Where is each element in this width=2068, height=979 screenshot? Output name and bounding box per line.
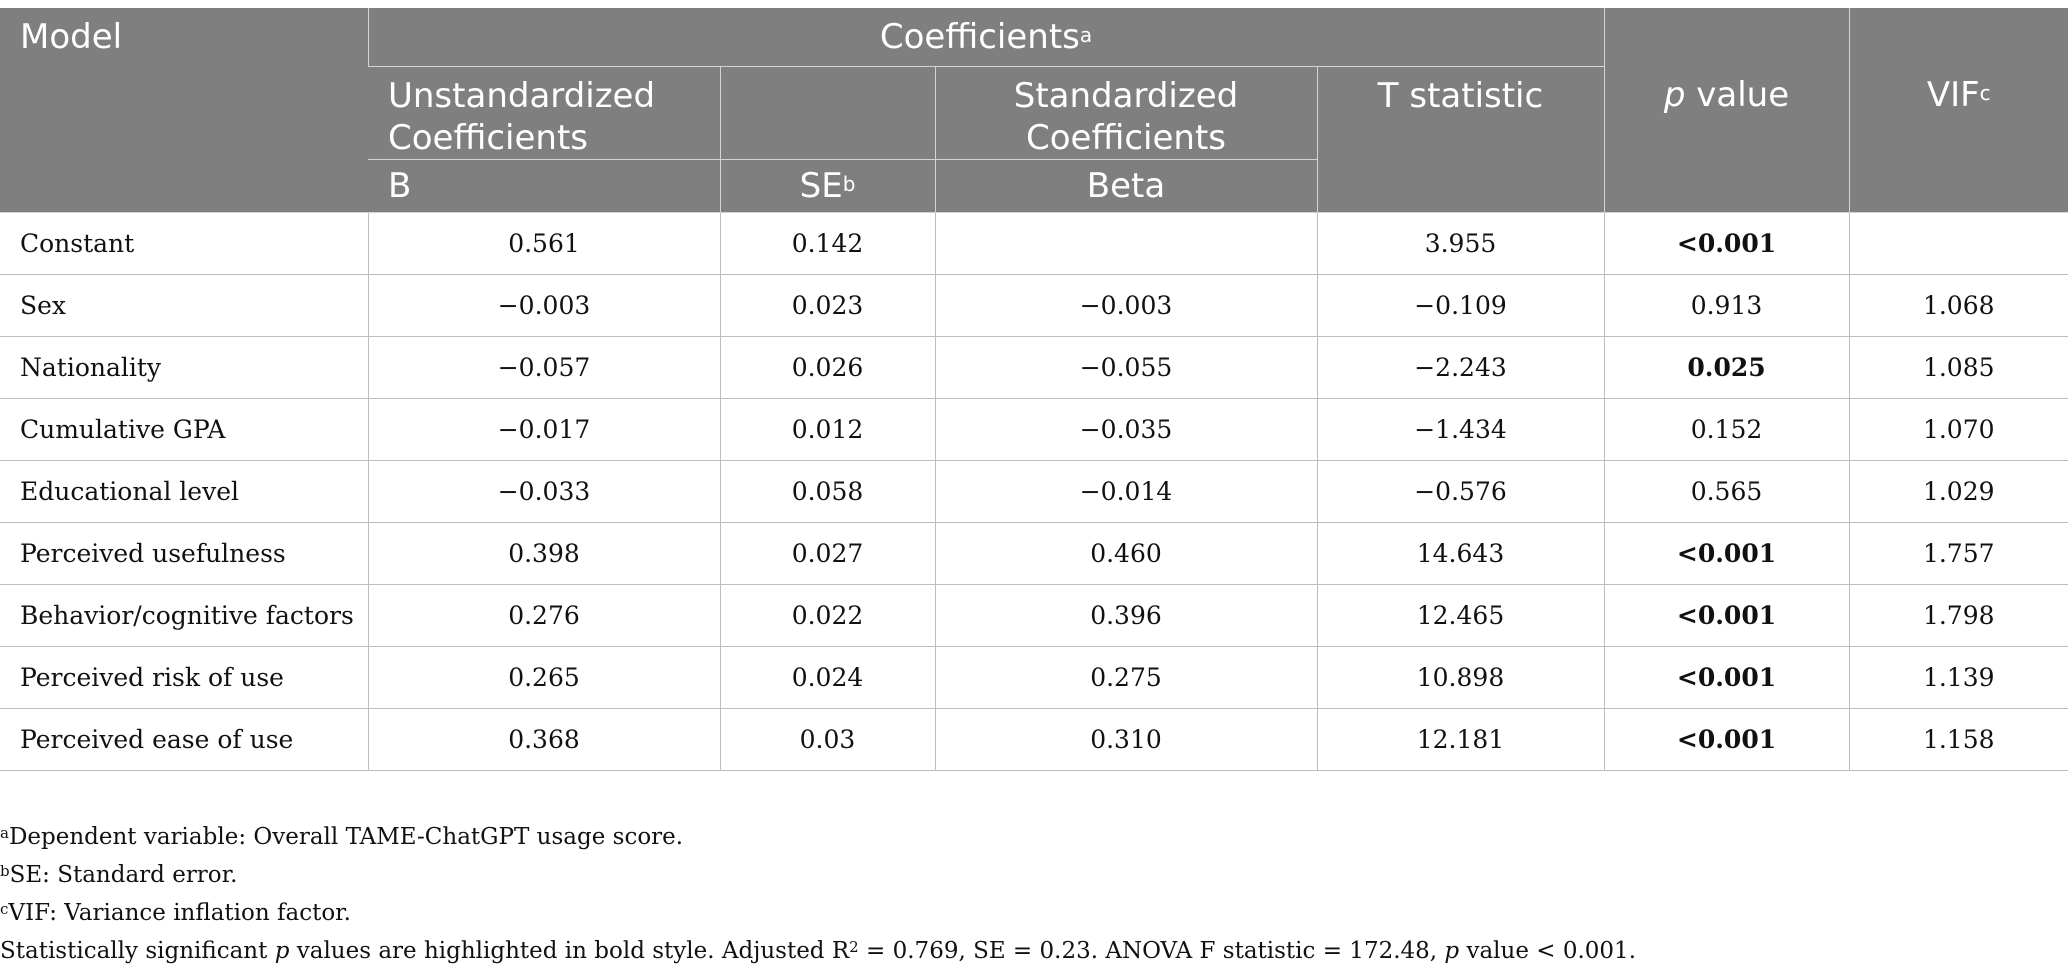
- cell-vif: 1.029: [1848, 460, 2068, 523]
- cell-t: −2.243: [1316, 336, 1605, 399]
- cell-p: <0.001: [1603, 522, 1850, 585]
- table-row: Behavior/cognitive factors 0.276 0.022 0…: [0, 584, 2068, 647]
- cell-beta: 0.396: [934, 584, 1318, 647]
- cell-p: <0.001: [1603, 646, 1850, 709]
- cell-b: 0.265: [367, 646, 721, 709]
- cell-t: 10.898: [1316, 646, 1605, 709]
- cell-model: Nationality: [0, 336, 369, 399]
- cell-b: −0.033: [367, 460, 721, 523]
- cell-se: 0.03: [719, 708, 936, 771]
- cell-se: 0.058: [719, 460, 936, 523]
- cell-se: 0.142: [719, 212, 936, 275]
- cell-model: Behavior/cognitive factors: [0, 584, 369, 647]
- header-vif: VIFc: [1848, 8, 2068, 213]
- footnote-a: aDependent variable: Overall TAME-ChatGP…: [0, 824, 684, 850]
- cell-p: 0.913: [1603, 274, 1850, 337]
- cell-beta: −0.014: [934, 460, 1318, 523]
- cell-vif: 1.085: [1848, 336, 2068, 399]
- cell-vif: 1.798: [1848, 584, 2068, 647]
- cell-se: 0.024: [719, 646, 936, 709]
- cell-b: 0.561: [367, 212, 721, 275]
- cell-vif: 1.757: [1848, 522, 2068, 585]
- cell-b: −0.057: [367, 336, 721, 399]
- header-coefficients: Coefficientsa: [367, 8, 1604, 67]
- cell-vif: [1848, 212, 2068, 275]
- table-row: Nationality −0.057 0.026 −0.055 −2.243 0…: [0, 336, 2068, 399]
- cell-se: 0.012: [719, 398, 936, 461]
- cell-p: 0.025: [1603, 336, 1850, 399]
- cell-p: <0.001: [1603, 708, 1850, 771]
- header-p-value: p value: [1603, 8, 1849, 213]
- footnote-mark-a: a: [1079, 23, 1093, 47]
- cell-model: Perceived ease of use: [0, 708, 369, 771]
- cell-p: <0.001: [1603, 584, 1850, 647]
- cell-se: 0.026: [719, 336, 936, 399]
- cell-t: −0.109: [1316, 274, 1605, 337]
- cell-vif: 1.068: [1848, 274, 2068, 337]
- header-se: SEb: [719, 159, 935, 213]
- footnote-significance: Statistically significant p values are h…: [0, 938, 1637, 964]
- header-t-statistic: T statistic: [1316, 66, 1604, 213]
- footnote-b: bSE: Standard error.: [0, 862, 238, 888]
- cell-t: 14.643: [1316, 522, 1605, 585]
- cell-model: Perceived risk of use: [0, 646, 369, 709]
- cell-t: 3.955: [1316, 212, 1605, 275]
- table-body: Constant 0.561 0.142 3.955 <0.001 Sex −0…: [0, 212, 2068, 771]
- cell-t: 12.465: [1316, 584, 1605, 647]
- cell-b: −0.017: [367, 398, 721, 461]
- cell-p: 0.565: [1603, 460, 1850, 523]
- cell-se: 0.022: [719, 584, 936, 647]
- table-row: Perceived ease of use 0.368 0.03 0.310 1…: [0, 708, 2068, 771]
- table-header: Model Coefficientsa p value VIFc Unstand…: [0, 8, 2068, 213]
- header-model: Model: [0, 8, 368, 213]
- header-b: B: [368, 159, 720, 213]
- cell-se: 0.027: [719, 522, 936, 585]
- cell-t: −1.434: [1316, 398, 1605, 461]
- table-footnotes: aDependent variable: Overall TAME-ChatGP…: [0, 818, 2068, 970]
- cell-beta: −0.055: [934, 336, 1318, 399]
- cell-p: <0.001: [1603, 212, 1850, 275]
- table-row: Cumulative GPA −0.017 0.012 −0.035 −1.43…: [0, 398, 2068, 461]
- cell-b: 0.276: [367, 584, 721, 647]
- header-beta: Beta: [934, 159, 1317, 213]
- footnote-mark-c: c: [1979, 81, 1991, 105]
- cell-beta: 0.460: [934, 522, 1318, 585]
- header-standardized: Standardized Coefficients: [934, 66, 1317, 160]
- cell-vif: 1.158: [1848, 708, 2068, 771]
- cell-beta: 0.275: [934, 646, 1318, 709]
- cell-b: 0.398: [367, 522, 721, 585]
- cell-model: Sex: [0, 274, 369, 337]
- table-row: Sex −0.003 0.023 −0.003 −0.109 0.913 1.0…: [0, 274, 2068, 337]
- cell-beta: −0.035: [934, 398, 1318, 461]
- cell-se: 0.023: [719, 274, 936, 337]
- header-blank: [719, 66, 935, 160]
- regression-table: Model Coefficientsa p value VIFc Unstand…: [0, 8, 2068, 771]
- cell-t: −0.576: [1316, 460, 1605, 523]
- table-row: Educational level −0.033 0.058 −0.014 −0…: [0, 460, 2068, 523]
- cell-model: Perceived usefulness: [0, 522, 369, 585]
- cell-model: Constant: [0, 212, 369, 275]
- table-row: Perceived risk of use 0.265 0.024 0.275 …: [0, 646, 2068, 709]
- cell-model: Cumulative GPA: [0, 398, 369, 461]
- cell-model: Educational level: [0, 460, 369, 523]
- cell-beta: [934, 212, 1318, 275]
- cell-p: 0.152: [1603, 398, 1850, 461]
- cell-beta: 0.310: [934, 708, 1318, 771]
- cell-vif: 1.139: [1848, 646, 2068, 709]
- cell-b: −0.003: [367, 274, 721, 337]
- cell-b: 0.368: [367, 708, 721, 771]
- header-unstandardized: Unstandardized Coefficients: [368, 66, 720, 160]
- footnote-c: cVIF: Variance inflation factor.: [0, 900, 351, 926]
- cell-beta: −0.003: [934, 274, 1318, 337]
- cell-vif: 1.070: [1848, 398, 2068, 461]
- cell-t: 12.181: [1316, 708, 1605, 771]
- table-row: Perceived usefulness 0.398 0.027 0.460 1…: [0, 522, 2068, 585]
- footnote-mark-b: b: [842, 172, 856, 196]
- table-row: Constant 0.561 0.142 3.955 <0.001: [0, 212, 2068, 275]
